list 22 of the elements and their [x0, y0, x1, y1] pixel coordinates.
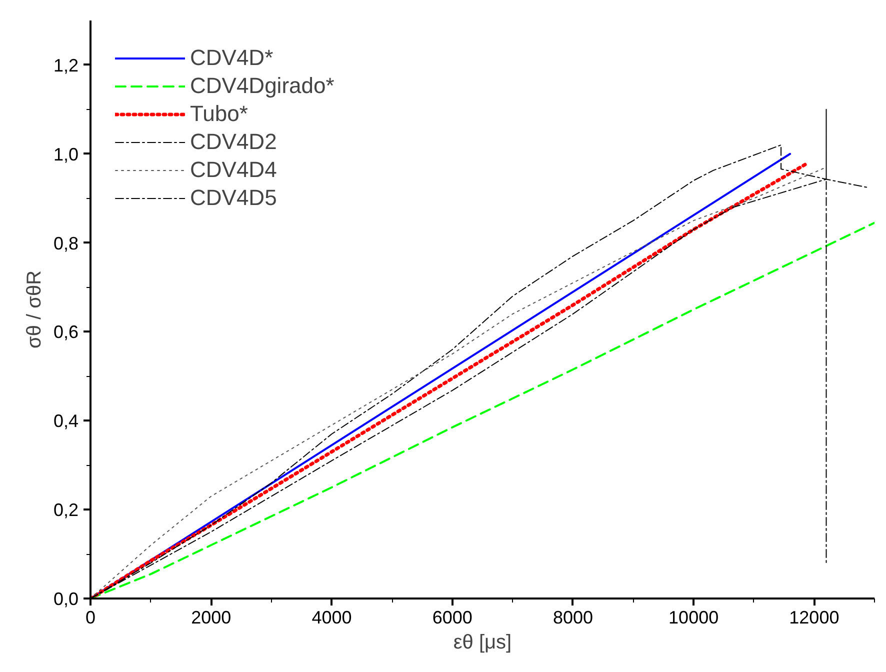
x-tick-label: 2000 — [191, 608, 232, 628]
legend-label: CDV4D2 — [190, 129, 277, 155]
y-tick-label: 1,2 — [53, 55, 79, 76]
legend-label: Tubo* — [190, 101, 248, 127]
legend-label: CDV4D* — [190, 45, 274, 71]
y-tick-label: 0,4 — [53, 411, 79, 432]
x-tick-label: 12000 — [789, 608, 840, 628]
x-tick-label: 8000 — [552, 608, 593, 628]
x-tick-label: 10000 — [668, 608, 719, 628]
y-axis-title: σθ / σθR — [23, 270, 46, 349]
x-axis-title: εθ [μs] — [453, 632, 512, 654]
legend-label: CDV4D4 — [190, 157, 277, 183]
x-tick-label: 6000 — [432, 608, 472, 628]
y-tick-label: 1,0 — [53, 144, 79, 164]
y-tick-label: 0,0 — [53, 589, 79, 609]
x-tick-label: 4000 — [312, 608, 352, 628]
y-tick-label: 0,8 — [53, 233, 79, 254]
legend-label: CDV4Dgirado* — [190, 73, 334, 99]
x-tick-label: 0 — [85, 608, 96, 628]
y-tick-label: 0,6 — [53, 322, 79, 342]
y-tick-label: 0,2 — [53, 500, 79, 520]
legend-label: CDV4D5 — [190, 185, 277, 211]
